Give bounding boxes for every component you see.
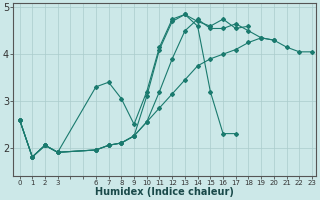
X-axis label: Humidex (Indice chaleur): Humidex (Indice chaleur): [95, 187, 234, 197]
